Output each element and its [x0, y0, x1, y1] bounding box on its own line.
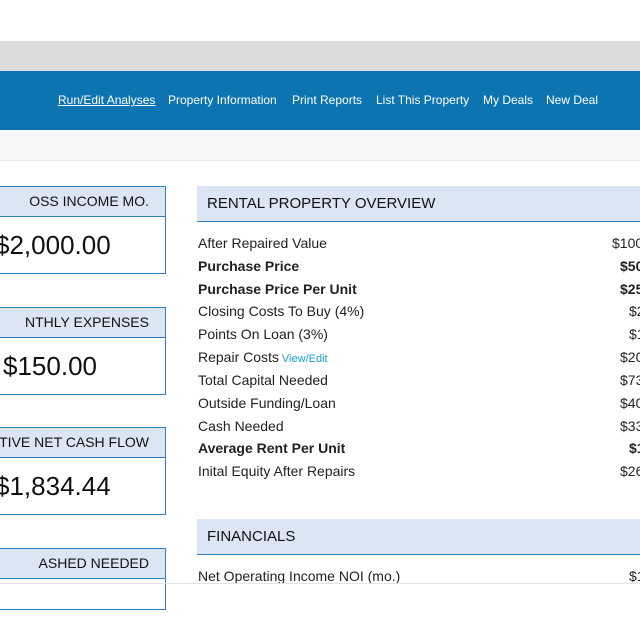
- row-label: Average Rent Per Unit: [198, 440, 346, 456]
- row-label: Purchase Price Per Unit: [198, 281, 357, 297]
- overview-header: RENTAL PROPERTY OVERVIEW: [197, 186, 640, 222]
- row-value: $2: [629, 303, 640, 319]
- repair-costs-label: Repair Costs: [198, 349, 279, 365]
- top-strip: [0, 41, 640, 71]
- row-value: $73: [620, 372, 640, 388]
- cash-needed-card: ASHED NEEDED: [0, 548, 166, 610]
- main-nav: Run/Edit Analyses Property Information P…: [0, 71, 640, 130]
- card-title: TIVE NET CASH FLOW: [0, 428, 165, 458]
- row-value: $1: [629, 440, 640, 456]
- row-label: Total Capital Needed: [198, 372, 328, 388]
- row-label: Inital Equity After Repairs: [198, 463, 356, 479]
- row-value: $1: [629, 568, 640, 584]
- nav-print-reports[interactable]: Print Reports: [292, 93, 363, 107]
- overview-row: After Repaired Value $100: [198, 235, 640, 257]
- row-value: $20: [620, 349, 640, 365]
- overview-row: Points On Loan (3%) $1: [198, 326, 640, 348]
- row-label: Repair Costs View/Edit: [198, 349, 328, 365]
- row-label: Net Operating Income NOI (mo.): [198, 568, 401, 584]
- row-value: $25: [620, 281, 640, 297]
- card-value: [0, 579, 165, 635]
- overview-row: Inital Equity After Repairs $26: [198, 463, 640, 485]
- nav-run-edit-analyses[interactable]: Run/Edit Analyses: [58, 93, 156, 107]
- nav-new-deal[interactable]: New Deal: [546, 93, 599, 107]
- bottom-divider: [0, 583, 640, 584]
- repair-costs-view-edit-link[interactable]: View/Edit: [281, 353, 328, 365]
- nav-list-this-property[interactable]: List This Property: [376, 93, 470, 107]
- row-label: After Repaired Value: [198, 235, 327, 251]
- overview-row: Purchase Price $50: [198, 258, 640, 280]
- card-value: $1,834.44: [0, 471, 111, 501]
- card-title: ASHED NEEDED: [0, 549, 165, 579]
- row-value: $26: [620, 463, 640, 479]
- monthly-expenses-card: NTHLY EXPENSES $150.00: [0, 307, 166, 395]
- sub-header-strip: [0, 130, 640, 161]
- overview-row: Average Rent Per Unit $1: [198, 440, 640, 462]
- overview-row: Total Capital Needed $73: [198, 372, 640, 394]
- card-title: NTHLY EXPENSES: [0, 308, 165, 338]
- row-value: $100: [612, 235, 640, 251]
- financials-row: Net Operating Income NOI (mo.) $1: [198, 568, 640, 590]
- row-label: Closing Costs To Buy (4%): [198, 303, 365, 319]
- card-value: $2,000.00: [0, 230, 111, 260]
- row-label: Purchase Price: [198, 258, 300, 274]
- row-label: Outside Funding/Loan: [198, 395, 336, 411]
- overview-row: Purchase Price Per Unit $25: [198, 281, 640, 303]
- net-cash-flow-card: TIVE NET CASH FLOW $1,834.44: [0, 427, 166, 515]
- overview-row: Closing Costs To Buy (4%) $2: [198, 303, 640, 325]
- row-value: $1: [629, 326, 640, 342]
- card-value: $150.00: [3, 351, 97, 381]
- row-value: $33: [620, 418, 640, 434]
- overview-row: Repair Costs View/Edit $20: [198, 349, 640, 371]
- row-label: Points On Loan (3%): [198, 326, 328, 342]
- gross-income-card: OSS INCOME MO. $2,000.00: [0, 186, 166, 274]
- nav-property-information[interactable]: Property Information: [168, 93, 277, 107]
- row-value: $40: [620, 395, 640, 411]
- row-label: Cash Needed: [198, 418, 284, 434]
- overview-row: Outside Funding/Loan $40: [198, 395, 640, 417]
- overview-row: Cash Needed $33: [198, 418, 640, 440]
- financials-header: FINANCIALS: [197, 519, 640, 555]
- card-title: OSS INCOME MO.: [0, 187, 165, 217]
- row-value: $50: [620, 258, 640, 274]
- nav-my-deals[interactable]: My Deals: [483, 93, 534, 107]
